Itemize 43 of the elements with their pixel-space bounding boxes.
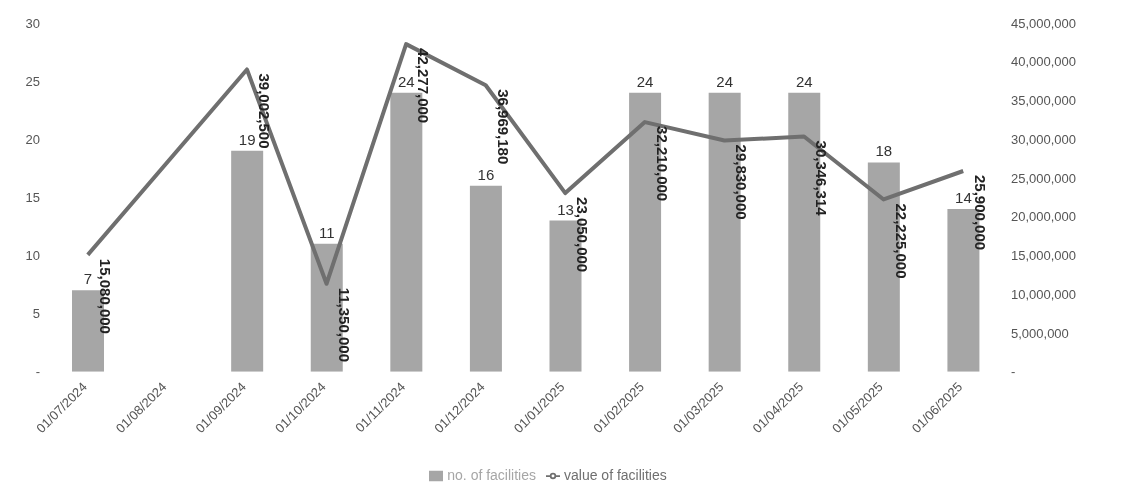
data-label: 32,210,000 [653, 126, 671, 202]
data-label: 24 [795, 72, 813, 90]
y-tick-label: - [35, 364, 40, 380]
data-label: 22,225,000 [892, 203, 910, 279]
y2-tick-label: 35,000,000 [1011, 93, 1077, 109]
y-tick-label: 10 [25, 248, 40, 264]
data-label: 23,050,000 [574, 197, 592, 273]
y2-tick-label: 20,000,000 [1011, 209, 1077, 225]
y2-tick-label: 45,000,000 [1011, 15, 1077, 31]
y2-tick-label: - [1011, 364, 1016, 380]
data-label: 7 [83, 270, 93, 288]
data-label: 16 [477, 165, 495, 183]
data-label: 42,277,000 [415, 48, 433, 124]
y-tick-label: 5 [32, 306, 40, 322]
data-label: 24 [636, 72, 654, 90]
y-tick-label: 20 [25, 131, 40, 147]
y-tick-label: 25 [25, 73, 40, 89]
data-label: 18 [875, 142, 893, 160]
data-label: 24 [397, 72, 415, 90]
data-label: 24 [716, 72, 734, 90]
y2-tick-label: 15,000,000 [1011, 248, 1077, 264]
y2-tick-label: 5,000,000 [1011, 325, 1069, 341]
data-label: 39,002,500 [255, 73, 273, 149]
data-label: 14 [955, 188, 972, 206]
data-label: 19 [238, 130, 256, 148]
data-label: 15,080,000 [96, 258, 114, 334]
data-label: 11 [318, 223, 335, 241]
y2-tick-label: 30,000,000 [1011, 131, 1077, 147]
legend-label: no. of facilities [447, 466, 536, 483]
legend-label: value of facilities [564, 466, 667, 483]
y2-tick-label: 10,000,000 [1011, 286, 1077, 302]
data-label: 25,900,000 [972, 175, 990, 251]
bar [469, 185, 502, 372]
y2-tick-label: 25,000,000 [1011, 170, 1077, 186]
y-tick-label: 15 [25, 189, 40, 205]
data-label: 29,830,000 [733, 144, 751, 220]
data-label: 13 [557, 200, 574, 218]
data-label: 36,969,180 [494, 89, 512, 165]
data-label: 11,350,000 [335, 287, 353, 362]
y2-tick-label: 40,000,000 [1011, 54, 1077, 70]
y-tick-label: 30 [25, 15, 40, 31]
data-label: 30,346,314 [813, 140, 831, 217]
bar [231, 150, 264, 372]
